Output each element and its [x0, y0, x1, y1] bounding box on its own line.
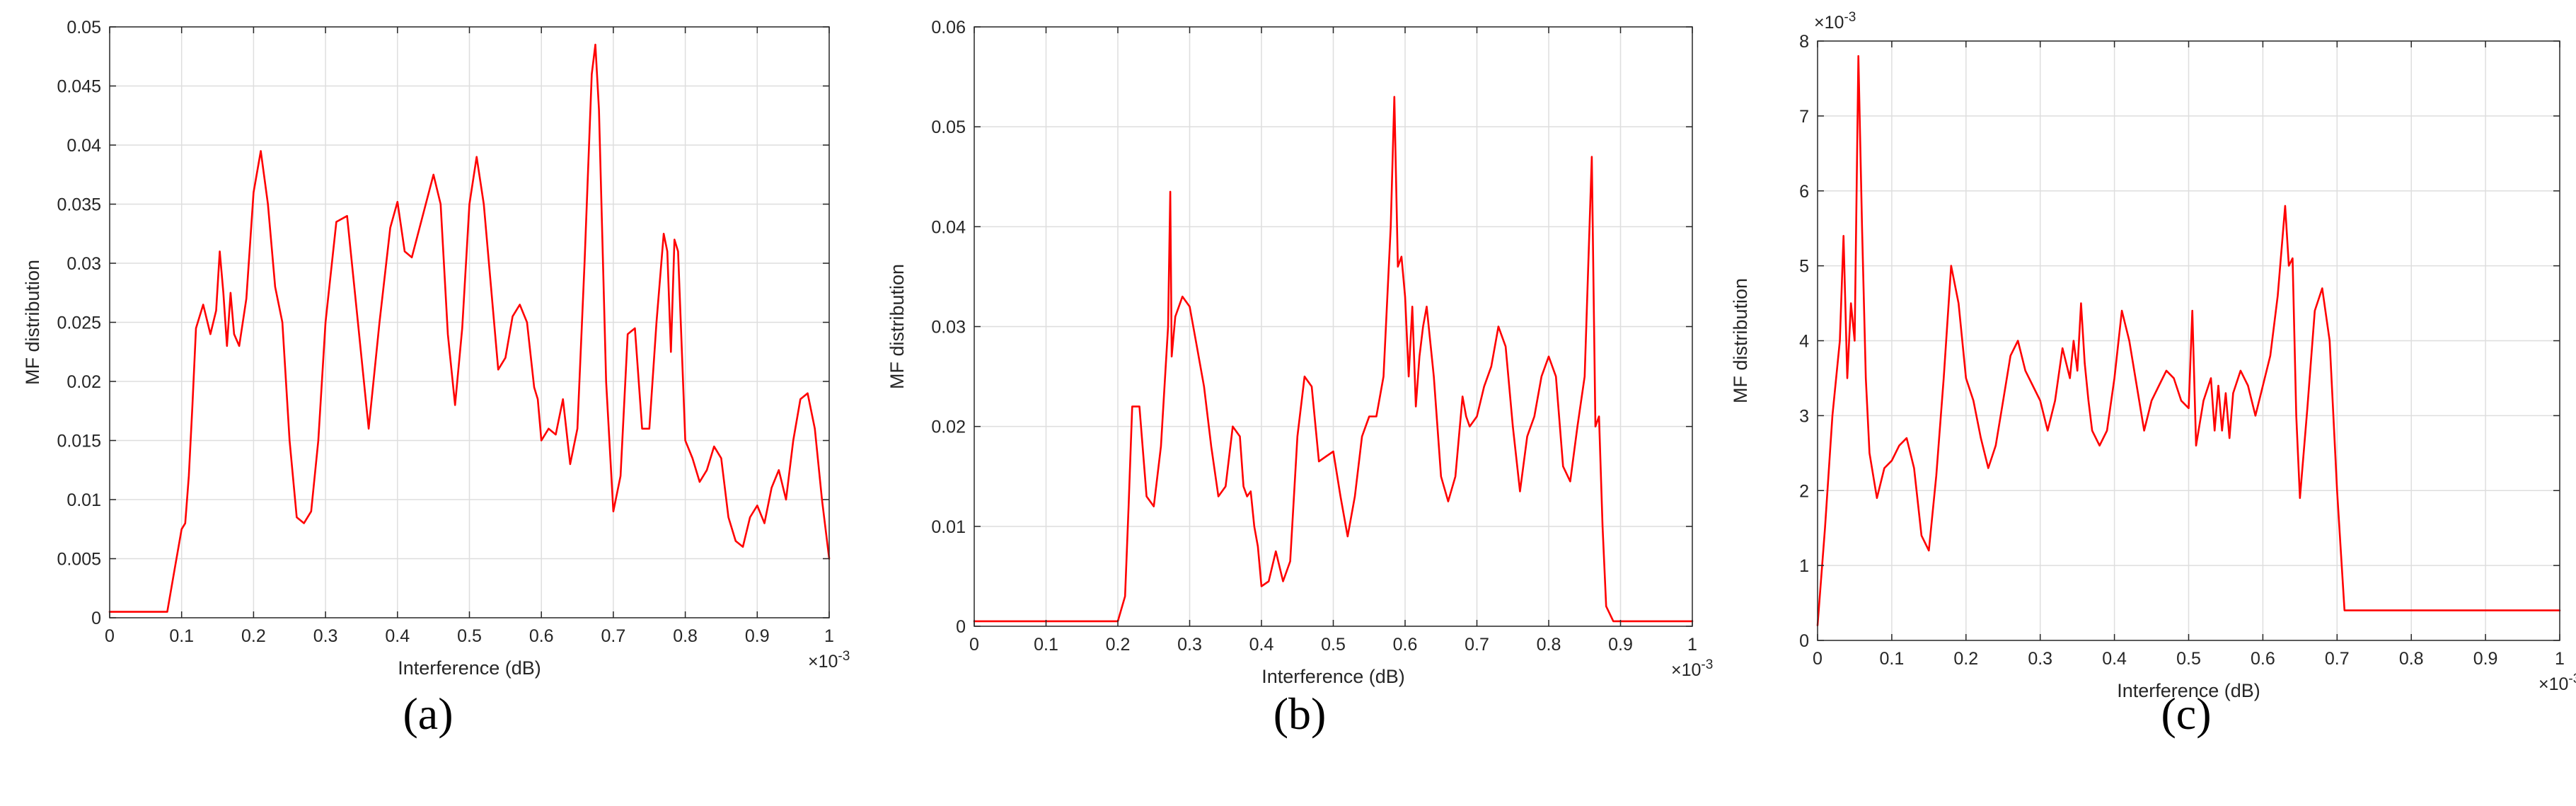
y-tick-label: 4 [1799, 332, 1809, 352]
y-tick-label: 0.03 [931, 318, 966, 338]
x-tick-label: 0.7 [1465, 635, 1489, 655]
x-axis-exponent: -3 [2568, 672, 2576, 686]
y-tick-label: 2 [1799, 481, 1809, 501]
y-tick-label: 0.01 [67, 490, 101, 510]
series-line [108, 43, 831, 613]
x-tick-label: 1 [2555, 649, 2565, 669]
x-axis-exponent-label: ×10-3 [808, 649, 850, 672]
x-axis-exponent-label: ×10-3 [2539, 672, 2576, 694]
y-axis-exponent-label: ×10-3 [1814, 10, 1856, 33]
x-tick-label: 0.8 [1537, 635, 1561, 655]
x-tick-label: 0.3 [2028, 649, 2052, 669]
x-tick-label: 0.1 [169, 626, 194, 646]
x-tick-label: 0.4 [1249, 635, 1274, 655]
y-tick-label: 8 [1799, 32, 1809, 52]
chart-panel-2: 0 0.1 0.2 0.3 0.4 0.5 0.6 0.7 0.8 0.9 1 0 0.01 0.02 0.… [886, 18, 1713, 739]
y-tick-label: 0.02 [67, 372, 101, 392]
y-tick-label: 1 [1799, 556, 1809, 576]
x-tick-label: 0.6 [2251, 649, 2275, 669]
x-axis-exponent: -3 [1701, 657, 1713, 672]
panel-caption: (a) [403, 689, 453, 739]
y-tick-label: 0 [956, 617, 966, 637]
x-tick-label: 0.6 [1393, 635, 1418, 655]
y-tick-label: 0.01 [931, 517, 966, 537]
x-tick-label: 1 [1687, 635, 1697, 655]
x-axis-label: Interference (dB) [398, 657, 541, 679]
y-tick-label: 0.02 [931, 418, 966, 437]
chart-panel-3: 0 0.1 0.2 0.3 0.4 0.5 0.6 0.7 0.8 0.9 1 0 1 2 3 4 5 6 7 8 In… [1730, 10, 2576, 739]
x-axis-exponent: -3 [838, 649, 850, 664]
panels: 0 0.1 0.2 0.3 0.4 0.5 0.6 0.7 0.8 0.9 100.0050.010… [22, 10, 2576, 739]
panel-caption: (c) [2161, 689, 2211, 739]
y-tick-label: 0.025 [57, 313, 101, 333]
y-tick-label: 0.05 [931, 117, 966, 137]
x-tick-label: 0.3 [313, 626, 338, 646]
y-tick-label: 0.015 [57, 432, 101, 451]
x-axis-exponent-label: ×10-3 [1671, 657, 1713, 680]
x-tick-label: 1 [824, 626, 834, 646]
x-tick-label: 0.2 [1106, 635, 1131, 655]
x-tick-label: 0.2 [1953, 649, 1978, 669]
x-tick-label: 0.7 [601, 626, 626, 646]
y-tick-label: 0 [1799, 631, 1809, 651]
y-tick-label: 6 [1799, 182, 1809, 202]
x-axis-label: Interference (dB) [2117, 680, 2260, 701]
y-tick-label: 3 [1799, 406, 1809, 426]
panel-caption: (b) [1273, 689, 1327, 739]
x-tick-label: 0 [1813, 649, 1823, 669]
x-tick-label: 0.7 [2325, 649, 2350, 669]
x-tick-label: 0.5 [1321, 635, 1346, 655]
x-tick-label: 0.4 [385, 626, 410, 646]
x-tick-label: 0.1 [1034, 635, 1058, 655]
y-tick-label: 0.04 [931, 217, 966, 237]
x-tick-label: 0.5 [457, 626, 482, 646]
x-axis-multiplier: ×10 [1671, 660, 1701, 680]
x-tick-label: 0 [969, 635, 979, 655]
x-tick-label: 0.9 [745, 626, 770, 646]
y-tick-label: 0.06 [931, 18, 966, 38]
y-tick-label: 7 [1799, 107, 1809, 127]
y-tick-label: 5 [1799, 257, 1809, 277]
y-tick-label: 0.03 [67, 254, 101, 274]
x-tick-label: 0.8 [2399, 649, 2424, 669]
y-axis-exponent: -3 [1844, 10, 1856, 25]
chart-panel-1: 0 0.1 0.2 0.3 0.4 0.5 0.6 0.7 0.8 0.9 1 0 0.005 0.01 0… [22, 18, 850, 739]
y-tick-label: 0.05 [67, 18, 101, 38]
y-tick-label: 0.005 [57, 550, 101, 570]
series-line [1816, 54, 2561, 627]
y-tick-label: 0.045 [57, 77, 101, 97]
x-tick-label: 0.8 [673, 626, 698, 646]
x-tick-label: 0.9 [2473, 649, 2498, 669]
y-tick-label: 0.035 [57, 195, 101, 215]
x-tick-label: 0.3 [1177, 635, 1202, 655]
y-axis-label: MF distribution [1730, 278, 1751, 403]
x-tick-label: 0.9 [1608, 635, 1633, 655]
x-tick-label: 0.2 [241, 626, 266, 646]
x-tick-label: 0.6 [529, 626, 554, 646]
x-tick-label: 0.5 [2176, 649, 2201, 669]
x-axis-label: Interference (dB) [1261, 666, 1405, 687]
x-tick-label: 0.4 [2102, 649, 2127, 669]
y-axis-label: MF distribution [22, 260, 43, 385]
y-axis-label: MF distribution [886, 264, 908, 389]
y-tick-label: 0.04 [67, 136, 101, 156]
x-tick-label: 0.1 [1880, 649, 1905, 669]
x-tick-label: 0 [105, 626, 115, 646]
x-axis-multiplier: ×10 [808, 652, 838, 672]
y-tick-label: 0 [91, 609, 101, 628]
y-axis-multiplier: ×10 [1814, 13, 1844, 33]
series-line [973, 96, 1694, 623]
x-axis-multiplier: ×10 [2539, 674, 2568, 694]
